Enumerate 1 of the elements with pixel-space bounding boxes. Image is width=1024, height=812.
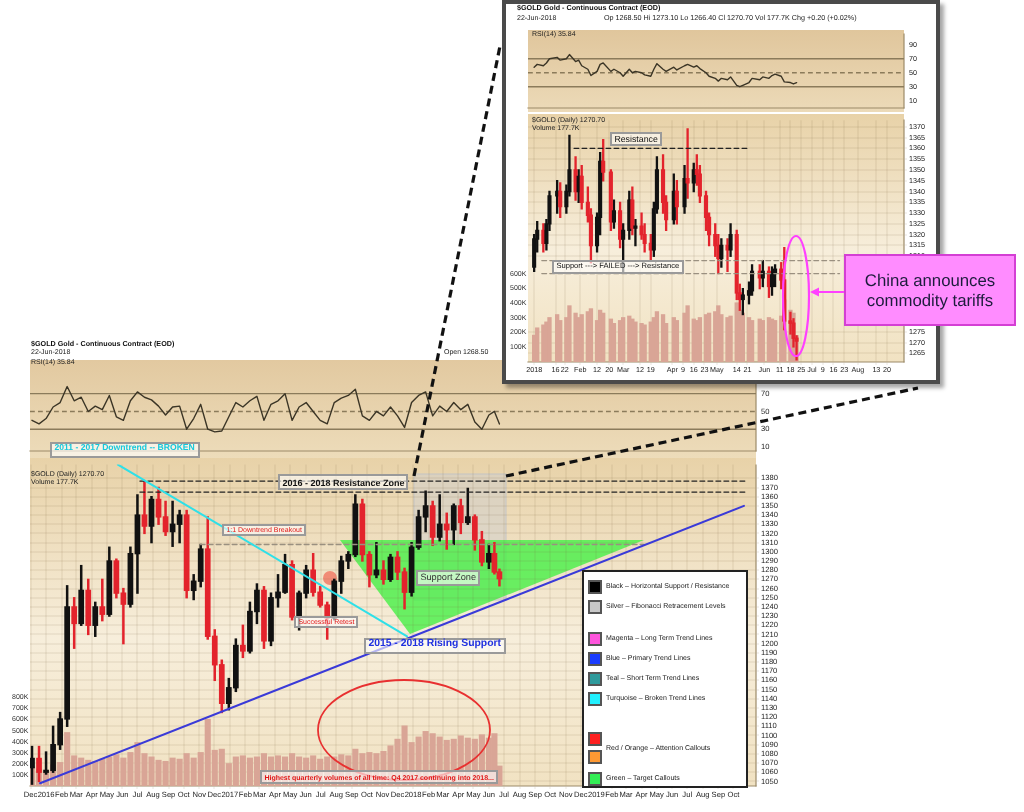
annotation: China announces commodity tariffs <box>864 269 996 310</box>
